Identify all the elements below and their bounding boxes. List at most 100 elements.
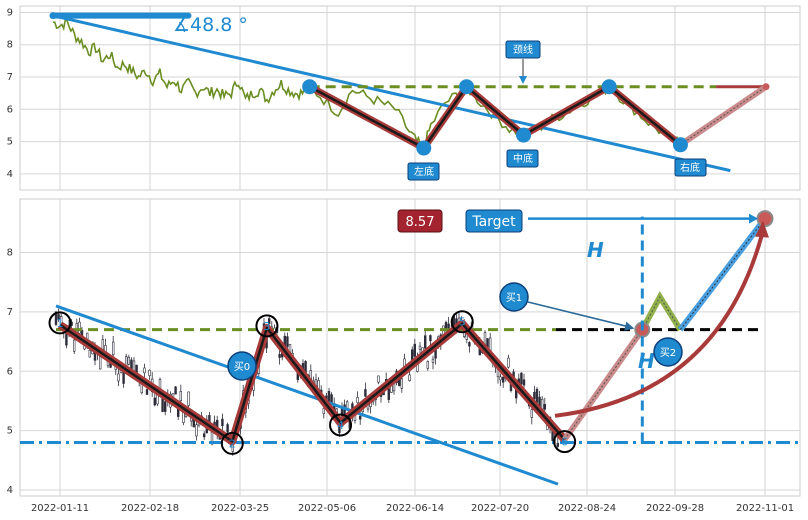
bottom-y-tick-label: 7 — [7, 307, 13, 318]
candle-body — [145, 389, 149, 395]
candle-body — [377, 375, 380, 383]
x-tick-label: 2022-06-14 — [386, 503, 444, 514]
candle-body — [356, 397, 359, 403]
left-bottom-label: 左底 — [414, 165, 434, 178]
bottom-panel: 1 2 3 4 5 6 — [20, 210, 800, 486]
right-bottom-badge: 右底 — [674, 158, 707, 177]
candle-body — [130, 359, 133, 369]
angle-label: ∡48.8 ° — [173, 14, 248, 36]
candle-body — [507, 357, 510, 368]
candle-body — [499, 376, 502, 381]
buy0-label: 买0 — [234, 361, 250, 373]
candle-body — [203, 433, 206, 438]
candle-body — [400, 378, 403, 389]
top-y-tick-label: 6 — [7, 104, 13, 115]
top-panel — [49, 12, 770, 173]
pivot-circle — [48, 311, 72, 335]
buy1-label: 买1 — [506, 292, 522, 304]
candle-body — [286, 336, 289, 347]
candle-body — [179, 391, 182, 402]
candle-body — [174, 386, 177, 395]
target-value-label: 8.57 — [406, 215, 435, 230]
bottom-y-tick-label: 8 — [7, 247, 13, 258]
target-dot — [756, 210, 774, 228]
top-pattern-inner — [309, 85, 682, 150]
top-y-tick-label: 4 — [7, 169, 13, 180]
top-trend-line — [52, 14, 731, 173]
pivot-label: 3 — [263, 320, 270, 333]
bottom-pattern-inner — [59, 322, 566, 443]
target-arrowhead — [749, 213, 758, 224]
candle-body — [468, 342, 471, 347]
projection-pullback-inner — [641, 296, 681, 330]
top-pivot-dot — [416, 140, 432, 156]
candle-body — [345, 401, 349, 409]
candle-body — [423, 335, 427, 349]
bottom-y-tick-label: 4 — [7, 485, 13, 496]
candle-body — [65, 333, 68, 346]
candle-body — [153, 397, 156, 406]
buy0-badge: 买0 — [227, 351, 257, 381]
buy2-badge: 买2 — [653, 337, 683, 367]
buy1-badge: 买1 — [499, 282, 529, 312]
candle-body — [358, 415, 362, 420]
top-y-tick-label: 8 — [7, 40, 13, 51]
buy1-arrow — [527, 301, 633, 329]
pivot-circle — [553, 430, 577, 454]
candle-body — [387, 388, 390, 400]
top-trend-start-dot — [49, 12, 57, 20]
middle-bottom-label: 中底 — [513, 152, 533, 165]
bottom-y-ticks: 4 5 6 7 8 — [7, 247, 13, 496]
bottom-y-tick-label: 5 — [7, 426, 13, 437]
pivot-circle — [450, 310, 474, 334]
top-pivot-dot — [516, 127, 532, 143]
buy1-arrowhead — [624, 321, 635, 331]
right-bottom-label: 右底 — [680, 161, 700, 174]
candle-body — [535, 388, 539, 403]
pivot-label: 4 — [337, 419, 344, 432]
candle-body — [195, 424, 198, 437]
candle-body — [267, 318, 271, 324]
top-pivot-dot — [302, 79, 318, 95]
candle-body — [57, 314, 60, 320]
candle-body — [556, 443, 560, 447]
candle-body — [226, 424, 229, 433]
top-forecast-inner — [680, 86, 767, 146]
middle-bottom-badge: 中底 — [506, 149, 539, 168]
candle-body — [501, 376, 505, 383]
candle-body — [278, 354, 281, 358]
x-tick-label: 2022-05-06 — [298, 503, 356, 514]
bottom-y-tick-label: 6 — [7, 366, 13, 377]
curved-target-arrowhead — [755, 220, 769, 238]
candle-body — [418, 345, 422, 350]
height-label-lower: H — [638, 349, 655, 373]
top-pivot-dot — [601, 79, 617, 95]
neckline-label: 颈线 — [513, 43, 533, 56]
x-tick-label: 2022-03-25 — [211, 503, 269, 514]
candle-body — [543, 404, 547, 410]
bottom-trend-line — [55, 304, 559, 486]
pivot-circle — [220, 431, 244, 455]
projection-target-inner — [679, 218, 766, 330]
candle-body — [187, 391, 190, 406]
candle-body — [429, 335, 432, 342]
top-y-ticks: 4 5 6 7 8 9 — [7, 7, 13, 179]
candle-body — [78, 321, 81, 334]
x-tick-label: 2022-01-11 — [31, 503, 89, 514]
candle-body — [530, 409, 534, 418]
bottom-panel-frame — [19, 198, 801, 497]
candle-body — [143, 367, 146, 374]
neckline-badge: 颈线 — [505, 40, 541, 59]
pivot-circle — [329, 413, 353, 437]
candle-body — [413, 343, 416, 357]
top-y-tick-label: 7 — [7, 72, 13, 83]
top-forecast-end-dot — [762, 83, 770, 91]
x-ticks: 2022-01-11 2022-02-18 2022-03-25 2022-05-06… — [31, 503, 794, 514]
pivot-label: 5 — [459, 316, 466, 329]
x-tick-label: 2022-02-18 — [121, 503, 179, 514]
candle-body — [99, 356, 102, 370]
top-pivot-dot — [672, 137, 688, 153]
candle-body — [101, 339, 105, 350]
candle-body — [192, 419, 195, 428]
